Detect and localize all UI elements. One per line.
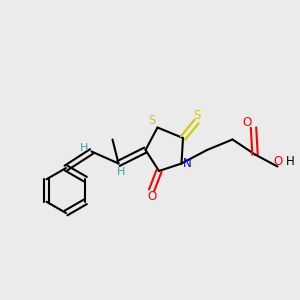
Text: H: H xyxy=(117,167,125,177)
Text: O: O xyxy=(274,154,283,168)
Text: S: S xyxy=(148,114,156,128)
Text: O: O xyxy=(242,116,251,129)
Text: N: N xyxy=(183,157,192,170)
Text: S: S xyxy=(194,109,201,122)
Text: O: O xyxy=(147,190,156,203)
Text: H: H xyxy=(80,143,88,153)
Text: H: H xyxy=(286,154,295,168)
